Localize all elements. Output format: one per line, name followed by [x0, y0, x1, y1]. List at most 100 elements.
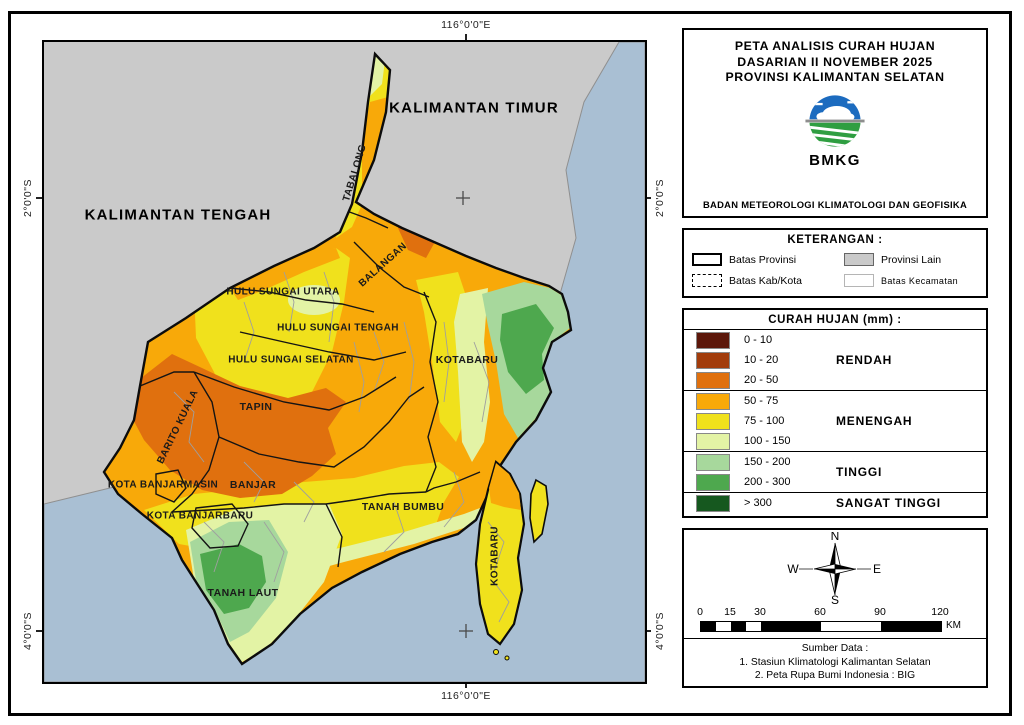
map-region-label: KALIMANTAN TIMUR: [389, 99, 559, 117]
map-region-label: HULU SUNGAI TENGAH: [277, 322, 399, 334]
kabupaten-boundaries: [139, 209, 481, 568]
scale-tick: 15: [724, 606, 736, 618]
rainfall-range: 75 - 100: [744, 415, 785, 427]
rainfall-group-tinggi: 150 - 200 200 - 300 TINGGI: [684, 451, 986, 492]
graticule-tick: [645, 630, 651, 632]
coord-left-lat-top: 2°0'0"S: [22, 179, 34, 217]
scale-unit: KM: [946, 620, 961, 631]
compass-rose: N S E W: [684, 532, 986, 606]
kecamatan-boundaries: [173, 271, 490, 583]
legend-item-batas-provinsi: Batas Provinsi: [692, 249, 844, 270]
legend-item-label: Batas Kab/Kota: [729, 274, 802, 287]
map-region-label: BALANGAN: [356, 240, 410, 290]
graticule-tick: [36, 630, 42, 632]
legend-panel: KETERANGAN : Batas Provinsi Provinsi Lai…: [682, 228, 988, 298]
other-province-swatch: [844, 253, 874, 266]
small-island: [504, 655, 510, 661]
rainfall-group-sangat-tinggi: > 300 SANGAT TINGGI: [684, 492, 986, 513]
source-title: Sumber Data :: [801, 643, 869, 654]
compass-rose-icon: N S E W: [787, 532, 881, 606]
province-boundary-swatch: [692, 253, 722, 266]
scale-tick: 120: [931, 606, 949, 618]
rainfall-swatch: [696, 432, 730, 450]
map-region-label: KOTA BANJARBARU: [146, 510, 254, 522]
source-line: 2. Peta Rupa Bumi Indonesia : BIG: [754, 670, 916, 681]
coord-bottom-lon: 116°0'0"E: [441, 690, 491, 702]
rainfall-swatch: [696, 412, 730, 430]
map-region-label: KOTABARU: [489, 526, 501, 586]
rainfall-range: 10 - 20: [744, 354, 779, 366]
map-title-line3: PROVINSI KALIMANTAN SELATAN: [725, 70, 945, 84]
scale-bar: 0 15 30 60 90 120 KM: [697, 606, 961, 640]
rainfall-swatch: [696, 473, 730, 491]
data-source-block: Sumber Data : 1. Stasiun Klimatologi Kal…: [684, 642, 986, 683]
rainfall-range: > 300: [744, 497, 772, 509]
legend-item-provinsi-lain: Provinsi Lain: [844, 249, 980, 270]
map-title-line1: PETA ANALISIS CURAH HUJAN: [734, 39, 936, 53]
map-region-label: HULU SUNGAI SELATAN: [228, 354, 354, 366]
coord-top-lon: 116°0'0"E: [441, 19, 491, 31]
svg-text:W: W: [787, 562, 799, 576]
legend-item-batas-kabkota: Batas Kab/Kota: [692, 270, 844, 291]
rainfall-category-label: SANGAT TINGGI: [836, 496, 941, 510]
panel-divider: [684, 638, 986, 639]
legend-items: Batas Provinsi Provinsi Lain Batas Kab/K…: [692, 249, 978, 291]
rainfall-range: 200 - 300: [744, 476, 791, 488]
pulau-laut-island: [474, 460, 526, 646]
rainfall-range: 50 - 75: [744, 395, 779, 407]
map-region-label: KOTA BANJARMASIN: [107, 479, 219, 491]
rainfall-swatch: [696, 351, 730, 369]
coord-right-lat-top: 2°0'0"S: [654, 179, 666, 217]
coord-left-lat-bottom: 4°0'0"S: [22, 612, 34, 650]
rainfall-category-label: TINGGI: [836, 465, 883, 479]
map-region-label: HULU SUNGAI UTARA: [226, 286, 340, 298]
map-title-line2: DASARIAN II NOVEMBER 2025: [737, 54, 933, 69]
title-panel: PETA ANALISIS CURAH HUJAN DASARIAN II NO…: [682, 28, 988, 218]
map-region-label: TAPIN: [239, 401, 273, 413]
map-region-label: TANAH BUMBU: [361, 501, 445, 513]
scale-bar-segments: [700, 621, 942, 632]
svg-text:N: N: [831, 532, 840, 543]
graticule-tick: [465, 34, 467, 40]
map-labels: KALIMANTAN TENGAH KALIMANTAN TIMUR TABALON…: [44, 42, 645, 682]
source-line: 1. Stasiun Klimatologi Kalimantan Selata…: [739, 656, 931, 668]
map-region-label: TANAH LAUT: [207, 587, 279, 599]
rainfall-range: 150 - 200: [744, 456, 791, 468]
sebuku-island: [529, 478, 549, 544]
map-region-label: TABALONG: [341, 143, 369, 203]
map-region-label: KALIMANTAN TENGAH: [84, 206, 272, 224]
rainfall-range: 20 - 50: [744, 374, 779, 386]
svg-text:S: S: [831, 593, 839, 606]
sheet-border: [8, 11, 1012, 716]
graticule-tick: [36, 197, 42, 199]
scale-tick: 0: [697, 606, 703, 618]
rainfall-swatch: [696, 494, 730, 512]
rainfall-swatch: [696, 331, 730, 349]
rainfall-range: 100 - 150: [744, 435, 791, 447]
province-boundary: [102, 51, 573, 666]
bmkg-logo-text: BMKG: [809, 151, 861, 169]
rainfall-legend-panel: CURAH HUJAN (mm) : 0 - 10 10 - 20 20 - 5…: [682, 308, 988, 518]
rainfall-group-rendah: 0 - 10 10 - 20 20 - 50 RENDAH: [684, 330, 986, 390]
legend-item-batas-kecamatan: Batas Kecamatan: [844, 270, 980, 291]
district-boundary-swatch: [844, 274, 874, 287]
rainfall-swatch: [696, 392, 730, 410]
rainfall-swatch: [696, 453, 730, 471]
rainfall-category-label: MENENGAH: [836, 414, 913, 428]
rainfall-group-menengah: 50 - 75 75 - 100 100 - 150 MENENGAH: [684, 390, 986, 451]
map-region-label: KOTABARU: [435, 354, 499, 366]
legend-item-label: Batas Kecamatan: [881, 275, 959, 286]
graticule-tick: [465, 682, 467, 688]
regency-boundary-swatch: [692, 274, 722, 287]
agency-name: BADAN METEOROLOGI KLIMATOLOGI DAN GEOFIS…: [702, 199, 968, 210]
scale-tick: 90: [874, 606, 886, 618]
scale-tick: 30: [754, 606, 766, 618]
scale-tick: 60: [814, 606, 826, 618]
map-canvas: KALIMANTAN TENGAH KALIMANTAN TIMUR TABALON…: [42, 40, 647, 684]
rainfall-swatch: [696, 371, 730, 389]
svg-text:E: E: [873, 562, 881, 576]
bmkg-logo: [805, 94, 865, 147]
rainfall-legend-title: CURAH HUJAN (mm) :: [684, 310, 986, 330]
map-graphic: [44, 42, 645, 682]
